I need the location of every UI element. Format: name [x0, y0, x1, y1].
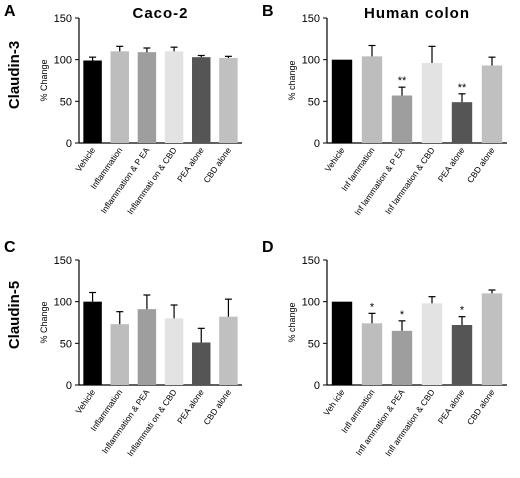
y-axis-label: % change [287, 60, 297, 100]
y-tick-label: 0 [66, 138, 72, 150]
x-tick-label: CBD alone [465, 387, 497, 427]
bar [110, 51, 129, 144]
y-axis-label: % change [287, 302, 297, 342]
bar [192, 57, 211, 143]
y-tick-label: 50 [308, 96, 320, 108]
x-tick-label: PEA alone [436, 145, 467, 183]
bar [192, 342, 211, 385]
y-tick-label: 100 [302, 55, 320, 67]
significance-marker: * [400, 309, 405, 321]
y-tick-label: 150 [302, 13, 320, 25]
bar [137, 309, 157, 385]
significance-marker: * [460, 305, 465, 317]
bar [331, 301, 353, 385]
x-tick-label: Inflammati on & CBD [125, 145, 179, 216]
y-tick-label: 50 [60, 96, 72, 108]
chart-title: Human colon [364, 5, 470, 22]
y-tick-label: 150 [54, 255, 72, 267]
bar [137, 52, 157, 143]
x-tick-label: CBD alone [465, 145, 497, 185]
y-axis-label: % Change [39, 59, 49, 101]
row-label-claudin-3: Claudin-3 [6, 41, 23, 109]
bar [421, 303, 443, 385]
panel-letter: A [4, 3, 16, 20]
y-tick-label: 0 [314, 380, 320, 392]
x-tick-label: Vehicle [73, 145, 97, 173]
x-tick-label: Veh icle [321, 387, 346, 417]
y-tick-label: 50 [60, 338, 72, 350]
row-label-claudin-5: Claudin-5 [6, 281, 23, 349]
panel-letter: B [262, 3, 274, 20]
bar [110, 324, 129, 385]
bar [331, 59, 353, 143]
bar [361, 56, 383, 144]
y-tick-label: 100 [54, 297, 72, 309]
bar [481, 65, 503, 143]
panel-letter: D [262, 239, 274, 256]
bar [83, 60, 102, 143]
bar [83, 301, 102, 385]
bar [164, 51, 184, 144]
bar [391, 330, 413, 385]
bar [481, 293, 503, 385]
bar [219, 316, 238, 385]
x-tick-label: Vehicle [73, 387, 97, 415]
y-axis-label: % Change [39, 301, 49, 343]
y-tick-label: 150 [54, 13, 72, 25]
x-tick-label: Inflammati on & CBD [125, 387, 179, 458]
significance-marker: * [370, 301, 375, 313]
y-tick-label: 150 [302, 255, 320, 267]
significance-marker: ** [398, 75, 407, 87]
x-tick-label: PEA alone [436, 387, 467, 425]
bar [451, 325, 473, 385]
x-tick-label: Inflammation & PEA [100, 387, 152, 455]
x-tick-label: CBD alone [201, 387, 233, 427]
significance-marker: ** [458, 82, 467, 94]
x-tick-label: CBD alone [201, 145, 233, 185]
y-tick-label: 0 [314, 138, 320, 150]
bar [421, 63, 443, 143]
x-tick-label: Vehicle [323, 145, 347, 173]
y-tick-label: 50 [308, 338, 320, 350]
panel-letter: C [4, 239, 16, 256]
y-tick-label: 100 [54, 55, 72, 67]
bar [361, 323, 383, 385]
y-tick-label: 0 [66, 380, 72, 392]
bar [219, 58, 238, 143]
bar [451, 102, 473, 143]
bar [391, 95, 413, 143]
bar [164, 318, 184, 385]
y-tick-label: 100 [302, 297, 320, 309]
x-tick-label: Inflammation & P EA [98, 145, 151, 215]
chart-title: Caco-2 [132, 5, 188, 22]
